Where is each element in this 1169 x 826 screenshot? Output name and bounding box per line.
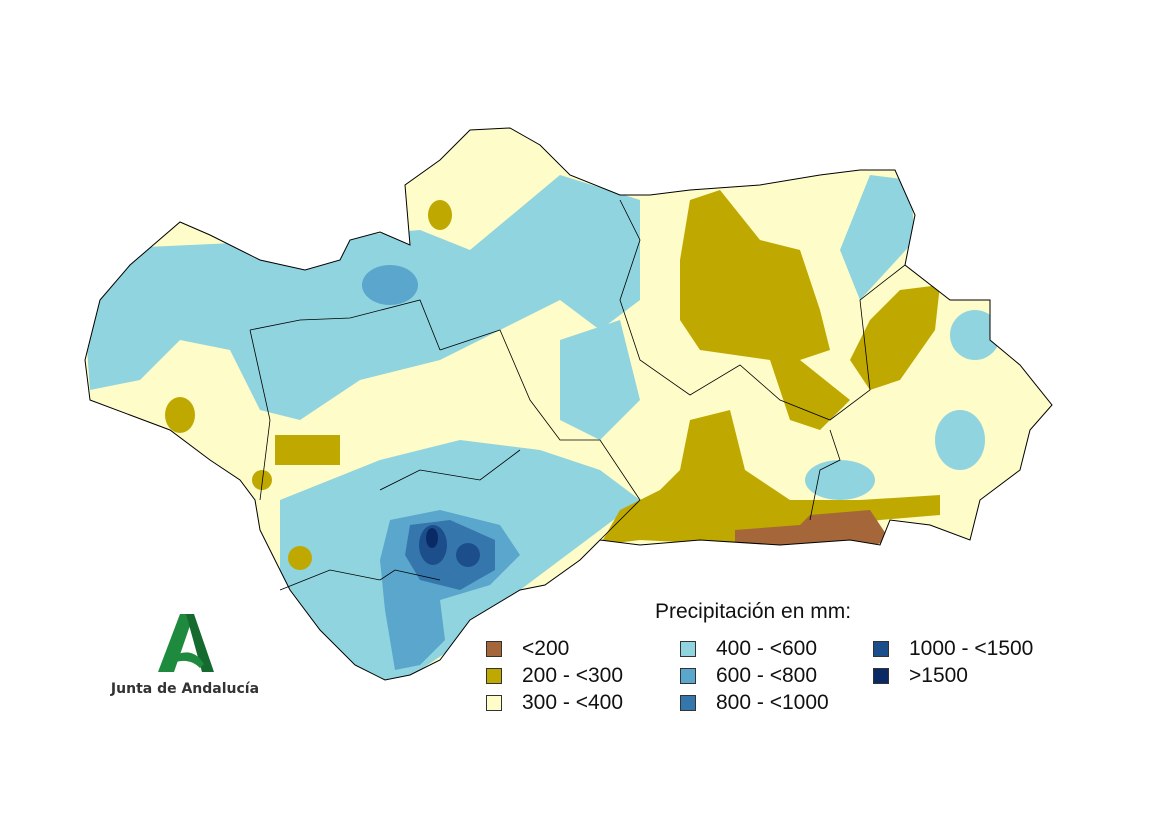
zone-200-300-west2 [165, 397, 195, 433]
legend-swatch [486, 668, 502, 684]
zone-200-300-nw [428, 200, 452, 230]
zone-200-300-sw [288, 546, 312, 570]
legend-label: >1500 [909, 664, 968, 687]
legend-swatch [873, 668, 889, 684]
legend-item-800-1000: 800 - <1000 [680, 691, 829, 715]
legend-label: 400 - <600 [716, 637, 818, 660]
zone-200-300-west [275, 435, 340, 465]
legend-swatch [680, 695, 696, 711]
zone-200-300-north [680, 190, 850, 430]
zone-200-300-sw2 [252, 470, 272, 490]
junta-de-andalucia-logo: Junta de Andalucía [110, 612, 260, 697]
legend-item-200-300: 200 - <300 [486, 664, 623, 688]
legend-swatch [486, 695, 502, 711]
logo-a-icon [158, 614, 214, 672]
legend-title: Precipitación en mm: [655, 600, 852, 623]
zone-400-600-east [935, 410, 985, 470]
zone-400-600-far-east [950, 310, 1000, 360]
legend-swatch [873, 641, 889, 657]
legend-label: 1000 - <1500 [909, 637, 1034, 660]
zone-400-600-ne [840, 175, 915, 300]
logo-text: Junta de Andalucía [110, 681, 260, 697]
legend-item-300-400: 300 - <400 [486, 691, 623, 715]
zone-200-300-east [850, 285, 940, 390]
zone-400-600-west [85, 175, 640, 420]
legend-item-600-800: 600 - <800 [680, 664, 817, 688]
legend-label: 200 - <300 [522, 664, 624, 687]
legend-swatch [486, 641, 502, 657]
legend-item-1000-1500: 1000 - <1500 [873, 637, 1033, 661]
legend-label: <200 [522, 637, 570, 660]
legend-swatch [680, 641, 696, 657]
zone-400-600-se [805, 460, 875, 500]
province-borders [249, 199, 906, 591]
legend-label: 600 - <800 [716, 664, 818, 687]
zone-400-600-center [560, 320, 640, 440]
legend-swatch [680, 668, 696, 684]
legend-label: 300 - <400 [522, 691, 624, 714]
legend-item-400-600: 400 - <600 [680, 637, 817, 661]
zone-1000-1500-b [456, 543, 480, 567]
legend-item-over-1500: >1500 [873, 664, 968, 688]
legend-item-under-200: <200 [486, 637, 569, 661]
zone-600-800-north [362, 265, 418, 305]
legend-label: 800 - <1000 [716, 691, 829, 714]
zone-over-1500 [426, 528, 438, 548]
